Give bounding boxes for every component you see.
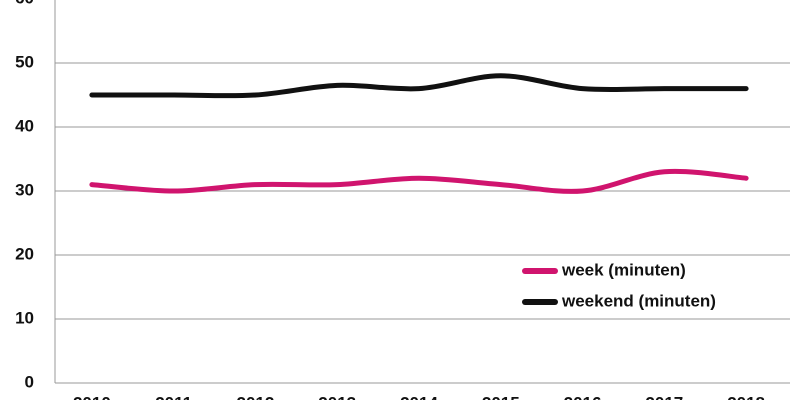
series-line	[89, 73, 749, 99]
x-tick-label: 2017	[645, 393, 683, 400]
legend-label: week (minuten)	[561, 260, 686, 279]
y-tick-label: 20	[15, 244, 34, 263]
y-tick-label: 0	[25, 372, 34, 391]
y-tick-label: 40	[15, 116, 34, 135]
y-tick-label: 30	[15, 180, 34, 199]
x-tick-label: 2010	[73, 393, 111, 400]
x-tick-label: 2018	[727, 393, 765, 400]
x-tick-label: 2016	[564, 393, 602, 400]
x-tick-label: 2012	[237, 393, 275, 400]
x-tick-label: 2014	[400, 393, 438, 400]
y-tick-label: 10	[15, 308, 34, 327]
series-line	[89, 168, 749, 194]
y-tick-label: 50	[15, 52, 34, 71]
x-tick-label: 2011	[155, 393, 192, 400]
x-tick-label: 2013	[318, 393, 356, 400]
x-tick-label: 2015	[482, 393, 520, 400]
y-tick-label: 60	[15, 0, 34, 7]
legend-label: weekend (minuten)	[561, 291, 716, 310]
